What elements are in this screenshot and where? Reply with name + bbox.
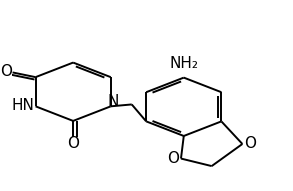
Text: O: O (0, 64, 12, 79)
Text: O: O (167, 151, 179, 166)
Text: NH₂: NH₂ (169, 56, 198, 71)
Text: O: O (244, 136, 256, 151)
Text: HN: HN (11, 98, 34, 113)
Text: N: N (107, 94, 119, 108)
Text: O: O (67, 136, 79, 151)
